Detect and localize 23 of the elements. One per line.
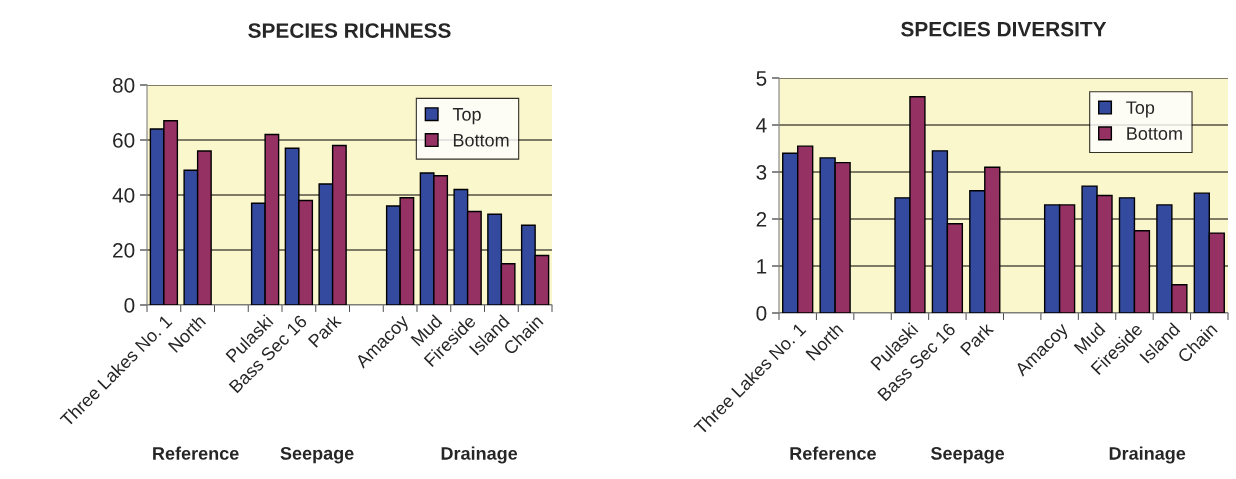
- y-tick-label: 1: [757, 259, 767, 274]
- y-tick-label: 0: [756, 306, 767, 321]
- legend-label: Top: [452, 108, 481, 125]
- legend-label: Bottom: [453, 133, 509, 147]
- text: Drainage: [441, 446, 518, 464]
- legend-label: Top: [1126, 101, 1155, 118]
- text: Reference: [790, 446, 876, 460]
- chart-title: SPECIES DIVERSITY: [901, 21, 1107, 37]
- y-tick-label: 3: [756, 165, 767, 180]
- y-tick-label: 20: [113, 243, 135, 258]
- y-tick-label: 40: [112, 188, 135, 203]
- chart-title: SPECIES RICHNESS: [248, 23, 451, 38]
- legend-label: Bottom: [1127, 127, 1182, 140]
- y-tick-label: 0: [124, 298, 135, 313]
- y-tick-label: 5: [756, 71, 767, 86]
- text: Reference: [153, 446, 239, 460]
- y-tick-label: 2: [756, 212, 767, 227]
- y-tick-label: 80: [112, 78, 135, 93]
- text: Seepage: [930, 446, 1005, 464]
- y-tick-label: 60: [113, 133, 135, 148]
- text: Drainage: [1109, 446, 1186, 464]
- text: Seepage: [280, 446, 354, 464]
- y-tick-label: 4: [756, 118, 767, 133]
